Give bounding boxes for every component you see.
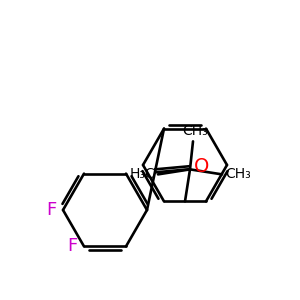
Text: H₃C: H₃C — [129, 167, 155, 182]
Text: F: F — [46, 201, 56, 219]
Text: F: F — [67, 237, 77, 255]
Text: CH₃: CH₃ — [182, 124, 208, 138]
Text: CH₃: CH₃ — [225, 167, 251, 182]
Text: O: O — [194, 157, 209, 176]
